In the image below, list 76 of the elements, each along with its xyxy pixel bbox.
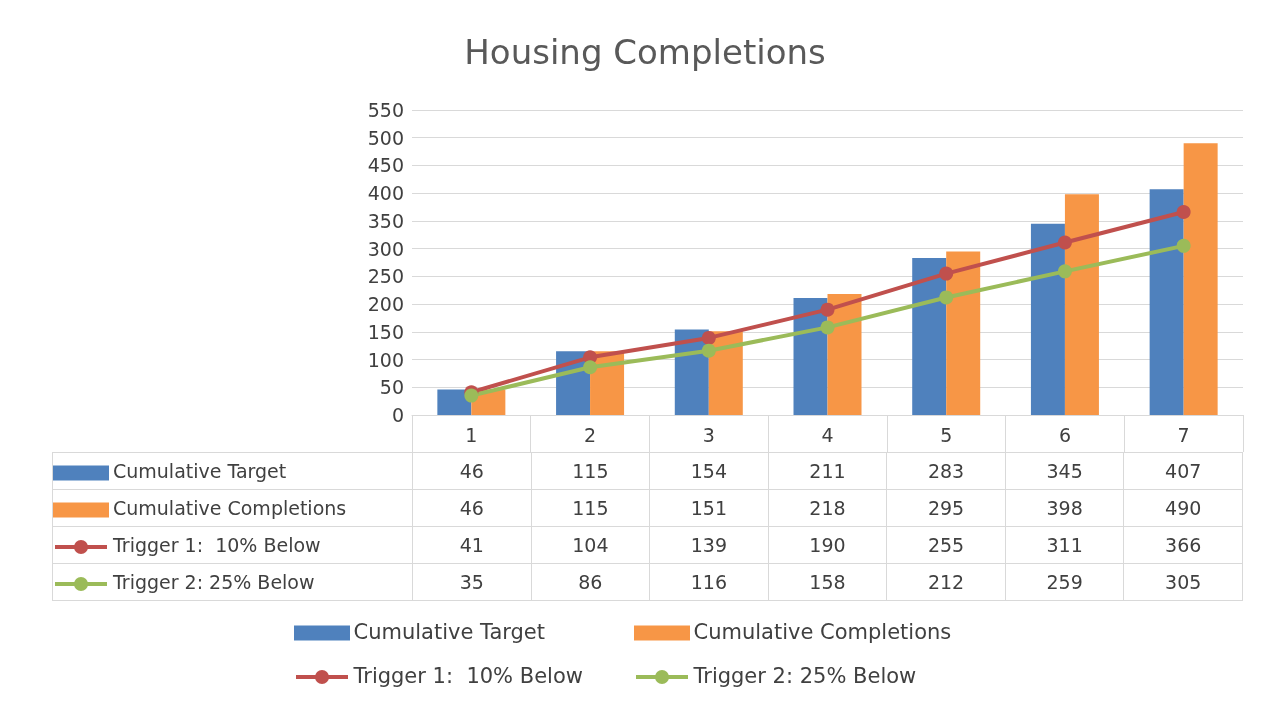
data-label: 35 [412,563,532,601]
data-label: 305 [1123,563,1243,601]
point [1057,264,1072,279]
x-tick-label: 5 [940,423,953,446]
data-label: 151 [649,489,769,527]
data-label: 366 [1123,526,1243,564]
text: Trigger 1: 10% Below [353,664,583,688]
text: Trigger 2: 25% Below [693,664,917,688]
point [1176,205,1191,220]
x-tick-label: 4 [821,423,834,446]
x-tick-label: 7 [1177,423,1190,446]
bar [827,294,862,415]
y-tick-label: 300 [367,237,404,260]
legend-label: Trigger 1: 10% Below [52,526,413,564]
legend-label: Cumulative Target [52,452,413,490]
bar [1183,143,1218,415]
data-label: 41 [412,526,532,564]
bar [793,297,828,415]
point [820,320,835,335]
point [939,290,954,305]
data-label: 46 [412,489,532,527]
point [1057,235,1072,250]
point [583,360,598,375]
point [701,343,716,358]
data-label: 212 [886,563,1006,601]
data-label: 398 [1005,489,1124,527]
data-label: 295 [886,489,1006,527]
data-label: 104 [531,526,650,564]
text: Cumulative Completions [693,620,952,644]
bar [437,389,472,415]
data-label: 255 [886,526,1006,564]
y-tick-label: 500 [367,126,404,149]
data-label: 86 [531,563,650,601]
y-tick-label: 550 [367,99,404,121]
x-tick-label: 3 [702,423,715,446]
bar [1030,223,1065,415]
y-tick-label: 450 [367,154,404,177]
y-tick-label: 200 [367,293,404,316]
y-tick-label: 50 [379,376,404,399]
bar [912,258,947,415]
data-label: 311 [1005,526,1124,564]
legend-label: Trigger 2: 25% Below [52,563,413,601]
data-label: 139 [649,526,769,564]
data-label: 407 [1123,452,1243,490]
point [939,266,954,281]
y-tick-label: 100 [367,348,404,371]
y-tick-label: 150 [367,320,404,343]
data-label: 218 [768,489,887,527]
bar [946,251,981,415]
chart-title: Housing Completions [464,32,826,72]
data-label: 158 [768,563,887,601]
point [1176,238,1191,253]
point [701,330,716,345]
data-label: 345 [1005,452,1124,490]
x-tick-label: 2 [584,423,597,446]
bar [1064,194,1099,415]
legend-label: Cumulative Completions [52,489,413,527]
text: Cumulative Target [353,620,546,644]
bar [1149,189,1184,415]
y-tick-label: 250 [367,265,404,288]
data-label: 190 [768,526,887,564]
y-tick-label: 400 [367,182,404,205]
data-label: 283 [886,452,1006,490]
x-tick-label: 6 [1058,423,1071,446]
data-label: 116 [649,563,769,601]
x-tick-label: 1 [465,423,478,446]
y-tick-label: 0 [391,404,404,426]
data-label: 211 [768,452,887,490]
data-label: 115 [531,452,650,490]
y-tick-label: 350 [367,209,404,232]
data-label: 259 [1005,563,1124,601]
data-label: 115 [531,489,650,527]
data-label: 490 [1123,489,1243,527]
data-label: 46 [412,452,532,490]
data-label: 154 [649,452,769,490]
point [820,302,835,317]
